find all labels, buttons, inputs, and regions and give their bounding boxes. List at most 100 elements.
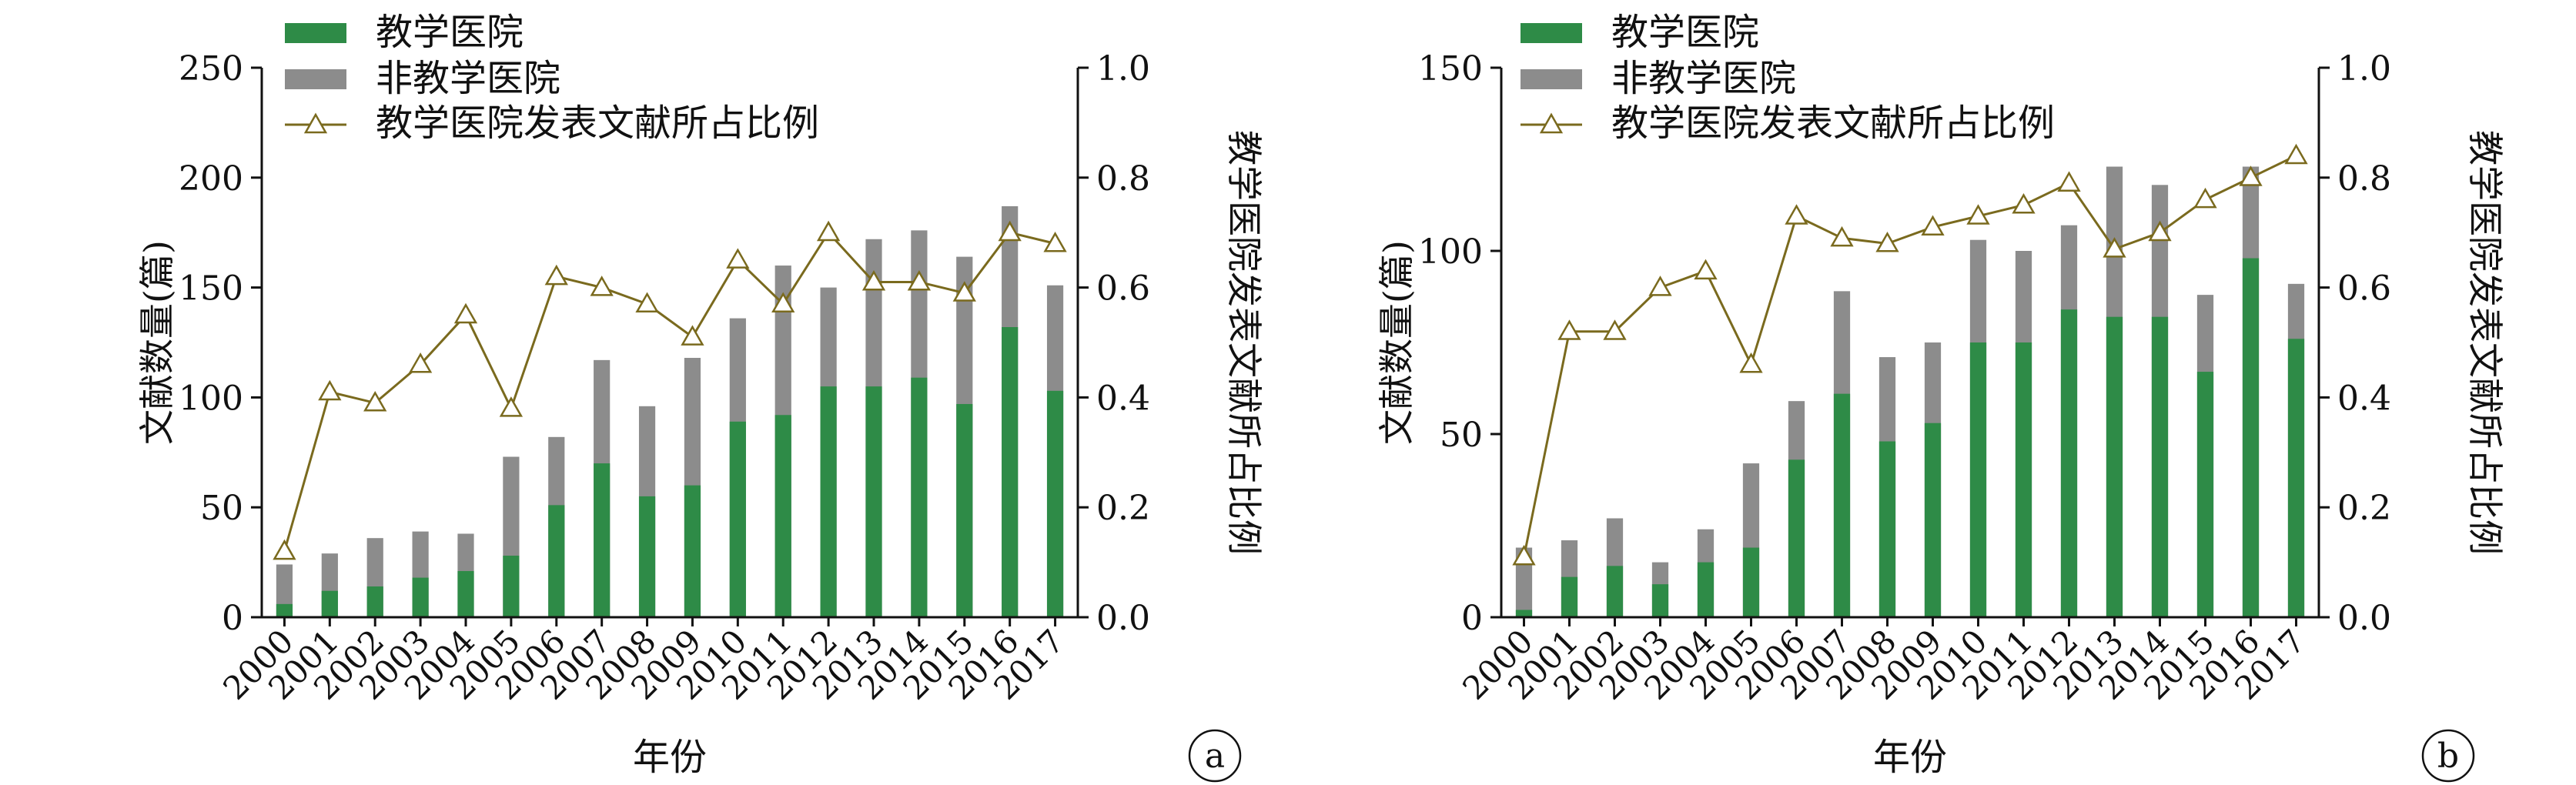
right-tick-label: 0.8: [2337, 159, 2391, 199]
ratio-marker-2017: [1043, 231, 1067, 252]
bar-teaching-2015: [956, 403, 973, 617]
legend-swatch-teaching: [285, 23, 346, 43]
bar-teaching-2008: [1878, 441, 1896, 617]
ratio-marker-2006: [1785, 204, 1808, 225]
legend-label: 非教学医院: [1611, 57, 1796, 100]
ratio-marker-2006: [544, 264, 568, 286]
bar-teaching-2009: [1924, 423, 1942, 617]
legend-label: 教学医院发表文献所占比例: [1611, 102, 2055, 145]
ratio-marker-2000: [273, 539, 296, 560]
left-tick-label: 150: [179, 269, 243, 309]
bar-teaching-2011: [2015, 342, 2032, 617]
bar-teaching-2010: [1969, 342, 1987, 617]
ratio-marker-2014: [2148, 220, 2172, 242]
ratio-marker-2013: [861, 269, 886, 291]
bar-teaching-2000: [1515, 610, 1533, 617]
ratio-marker-2001: [1557, 319, 1581, 340]
right-tick-label: 0.2: [2337, 489, 2391, 528]
bar-teaching-2012: [2060, 309, 2078, 617]
bar-teaching-2016: [1002, 327, 1019, 617]
bar-teaching-2002: [366, 586, 383, 617]
panel-label-circle: [1188, 729, 1242, 783]
legend-swatch-teaching: [1521, 23, 1582, 43]
ratio-marker-2008: [1875, 231, 1899, 252]
panel-label-circle: [2421, 729, 2475, 783]
legend-swatch-nonteaching: [1521, 69, 1582, 89]
right-tick-label: 1.0: [1096, 49, 1150, 89]
bar-teaching-2004: [1697, 562, 1715, 617]
ratio-marker-2000: [1512, 544, 1536, 566]
bar-teaching-2014: [911, 377, 928, 617]
ratio-marker-2003: [1648, 276, 1672, 296]
left-tick-label: 150: [1418, 49, 1483, 89]
bar-teaching-2014: [2151, 316, 2169, 617]
left-tick-label: 50: [1440, 416, 1483, 455]
legend-triangle-icon: [1539, 112, 1564, 134]
ratio-marker-2013: [2103, 237, 2126, 258]
right-tick-label: 0.4: [1096, 379, 1150, 418]
bar-teaching-2007: [594, 463, 611, 617]
y-axis-title: 文献数量(篇): [1376, 240, 1417, 445]
legend-label: 教学医院: [1611, 11, 1759, 54]
right-tick-label: 0.0: [2337, 599, 2391, 638]
y2-axis-title: 教学医院发表文献所占比例: [1223, 130, 1265, 555]
bar-teaching-2003: [412, 577, 429, 617]
ratio-marker-2012: [2057, 171, 2081, 192]
left-tick-label: 100: [1418, 232, 1483, 272]
ratio-marker-2012: [816, 220, 841, 242]
legend-label: 教学医院发表文献所占比例: [376, 102, 819, 145]
ratio-marker-2008: [635, 292, 659, 313]
bar-teaching-2004: [457, 571, 474, 617]
ratio-marker-2007: [590, 276, 614, 296]
bar-teaching-2011: [774, 415, 791, 617]
chart-panel-a: 0501001502002500.00.20.40.60.81.02000200…: [136, 11, 1265, 783]
ratio-marker-2001: [318, 379, 342, 401]
legend-triangle-icon: [303, 112, 328, 134]
right-tick-label: 1.0: [2337, 49, 2391, 89]
bar-teaching-2003: [1651, 584, 1669, 617]
legend-swatch-nonteaching: [285, 69, 346, 89]
ratio-marker-2011: [771, 292, 795, 313]
right-tick-label: 0.6: [2337, 269, 2391, 309]
ratio-marker-2004: [453, 302, 478, 324]
bar-teaching-2001: [1561, 576, 1578, 617]
ratio-marker-2003: [408, 352, 433, 373]
bar-teaching-2016: [2242, 258, 2260, 617]
ratio-marker-2005: [499, 396, 524, 417]
ratio-line: [1523, 154, 2297, 557]
bar-teaching-2017: [2287, 339, 2305, 617]
ratio-marker-2005: [1739, 352, 1763, 373]
right-tick-label: 0.8: [1096, 159, 1150, 199]
x-axis-title: 年份: [1873, 736, 1947, 779]
bar-teaching-2008: [638, 496, 656, 617]
x-axis-title: 年份: [633, 736, 707, 779]
right-tick-label: 0.2: [1096, 489, 1150, 528]
ratio-marker-2002: [1603, 319, 1627, 340]
ratio-marker-2015: [2193, 187, 2217, 209]
ratio-marker-2015: [952, 281, 976, 302]
bar-teaching-2000: [276, 603, 293, 617]
chart-panel-b: 0501001500.00.20.40.60.81.02000200120022…: [1376, 11, 2506, 783]
bar-teaching-2001: [321, 590, 338, 617]
left-tick-label: 0: [222, 599, 243, 638]
ratio-marker-2016: [2239, 165, 2263, 186]
bar-teaching-2006: [1788, 459, 1805, 617]
y-axis-title: 文献数量(篇): [136, 240, 178, 445]
right-tick-label: 0.4: [2337, 379, 2391, 418]
panel-label: a: [1205, 737, 1225, 776]
bar-teaching-2013: [2106, 316, 2123, 617]
ratio-marker-2010: [1966, 204, 1990, 225]
ratio-marker-2017: [2284, 143, 2308, 165]
bar-teaching-2005: [1742, 547, 1760, 617]
bar-teaching-2015: [2196, 372, 2214, 617]
bar-teaching-2009: [684, 485, 701, 617]
ratio-line: [283, 230, 1055, 552]
ratio-marker-2014: [907, 269, 932, 291]
bar-teaching-2013: [865, 386, 882, 617]
left-tick-label: 0: [1461, 599, 1483, 638]
bar-teaching-2002: [1606, 566, 1624, 617]
y2-axis-title: 教学医院发表文献所占比例: [2464, 130, 2506, 555]
left-tick-label: 200: [179, 159, 243, 199]
right-tick-label: 0.0: [1096, 599, 1150, 638]
